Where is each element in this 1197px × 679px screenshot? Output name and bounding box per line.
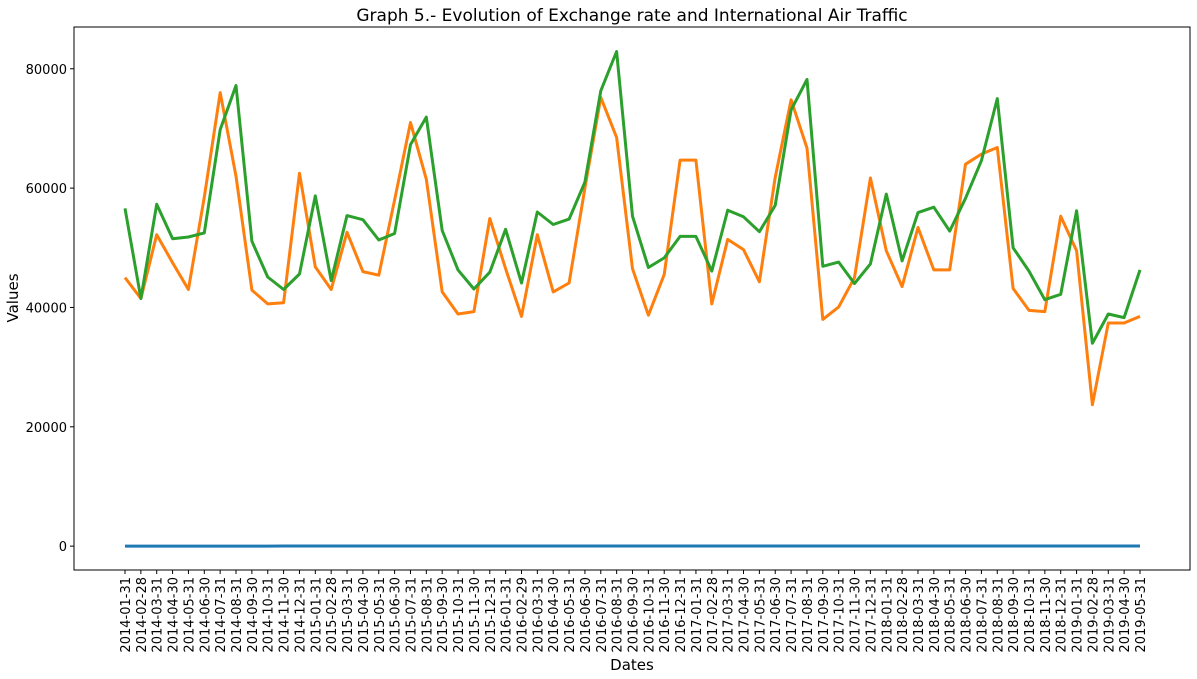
x-tick-label: 2018-02-28 [896, 577, 911, 653]
x-tick-label: 2015-01-31 [309, 577, 324, 653]
x-tick-label: 2015-02-28 [325, 577, 340, 653]
x-tick-label: 2017-01-31 [690, 577, 705, 653]
x-tick-label: 2014-10-31 [262, 577, 277, 653]
y-tick-label: 60000 [26, 182, 67, 197]
x-tick-label: 2015-04-30 [357, 577, 372, 653]
x-tick-label: 2016-05-31 [563, 577, 578, 653]
x-tick-label: 2018-09-30 [1007, 577, 1022, 653]
series-line-3 [123, 50, 1142, 345]
x-tick-label: 2014-01-31 [119, 577, 134, 653]
x-tick-label: 2018-03-31 [912, 577, 927, 653]
x-tick-label: 2017-03-31 [722, 577, 737, 653]
x-tick-label: 2016-06-30 [579, 577, 594, 653]
x-tick-label: 2019-04-30 [1118, 577, 1133, 653]
x-tick-label: 2019-02-28 [1086, 577, 1101, 653]
x-tick-label: 2016-03-31 [531, 577, 546, 653]
x-tick-label: 2018-01-31 [880, 577, 895, 653]
x-tick-label: 2017-07-31 [785, 577, 800, 653]
x-tick-label: 2018-05-31 [944, 577, 959, 653]
x-tick-label: 2016-10-31 [642, 577, 657, 653]
x-axis: 2014-01-31 2014-02-28 2014-03-31 2014-04-30… [119, 570, 1149, 653]
x-tick-label: 2014-07-31 [214, 577, 229, 653]
x-tick-label: 2019-01-31 [1071, 577, 1086, 653]
x-tick-label: 2016-02-29 [515, 577, 530, 653]
x-tick-label: 2014-11-30 [278, 577, 293, 653]
x-tick-label: 2014-03-31 [151, 577, 166, 653]
x-tick-label: 2014-12-31 [293, 577, 308, 653]
y-tick-label: 20000 [26, 421, 67, 436]
x-tick-label: 2014-02-28 [135, 577, 150, 653]
x-tick-label: 2018-07-31 [975, 577, 990, 653]
x-tick-label: 2016-07-31 [595, 577, 610, 653]
x-tick-label: 2015-06-30 [389, 577, 404, 653]
x-tick-label: 2017-05-31 [753, 577, 768, 653]
x-tick-label: 2018-11-30 [1039, 577, 1054, 653]
x-tick-label: 2017-02-28 [706, 577, 721, 653]
x-tick-label: 2017-04-30 [738, 577, 753, 653]
series-line-2 [123, 91, 1141, 407]
x-tick-label: 2018-10-31 [1023, 577, 1038, 653]
x-axis-label: Dates [610, 656, 654, 674]
chart-title: Graph 5.- Evolution of Exchange rate and… [356, 6, 907, 26]
x-tick-label: 2018-08-31 [991, 577, 1006, 653]
plot-frame [73, 26, 1191, 571]
x-tick-label: 2018-04-30 [928, 577, 943, 653]
x-tick-label: 2016-11-30 [658, 577, 673, 653]
x-tick-label: 2015-09-30 [436, 577, 451, 653]
x-tick-label: 2015-11-30 [468, 577, 483, 653]
x-tick-label: 2019-05-31 [1134, 577, 1149, 653]
x-tick-label: 2014-06-30 [198, 577, 213, 653]
x-tick-label: 2016-09-30 [627, 577, 642, 653]
x-tick-label: 2016-08-31 [611, 577, 626, 653]
x-tick-label: 2014-09-30 [246, 577, 261, 653]
y-axis-label: Values [4, 273, 22, 322]
x-tick-label: 2017-10-31 [833, 577, 848, 653]
x-tick-label: 2016-04-30 [547, 577, 562, 653]
x-tick-label: 2014-04-30 [167, 577, 182, 653]
x-tick-label: 2018-12-31 [1055, 577, 1070, 653]
x-tick-label: 2015-07-31 [404, 577, 419, 653]
series-layer [123, 50, 1142, 548]
x-tick-label: 2017-08-31 [801, 577, 816, 653]
x-tick-label: 2017-09-30 [817, 577, 832, 653]
x-tick-label: 2016-12-31 [674, 577, 689, 653]
x-tick-label: 2014-05-31 [182, 577, 197, 653]
x-tick-label: 2017-11-30 [849, 577, 864, 653]
x-tick-label: 2015-12-31 [484, 577, 499, 653]
x-tick-label: 2017-06-30 [769, 577, 784, 653]
x-tick-label: 2015-03-31 [341, 577, 356, 653]
y-tick-label: 40000 [26, 301, 67, 316]
x-tick-label: 2015-10-31 [452, 577, 467, 653]
x-tick-label: 2015-08-31 [420, 577, 435, 653]
y-axis: 0 20000 40000 60000 80000 [26, 63, 74, 555]
y-tick-label: 80000 [26, 63, 67, 78]
x-tick-label: 2017-12-31 [864, 577, 879, 653]
x-tick-label: 2014-08-31 [230, 577, 245, 653]
x-tick-label: 2019-03-31 [1102, 577, 1117, 653]
x-tick-label: 2018-06-30 [960, 577, 975, 653]
y-tick-label: 0 [59, 540, 67, 555]
x-tick-label: 2016-01-31 [500, 577, 515, 653]
x-tick-label: 2015-05-31 [373, 577, 388, 653]
